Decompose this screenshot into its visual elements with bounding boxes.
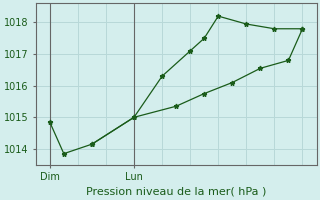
X-axis label: Pression niveau de la mer( hPa ): Pression niveau de la mer( hPa ) (86, 187, 266, 197)
